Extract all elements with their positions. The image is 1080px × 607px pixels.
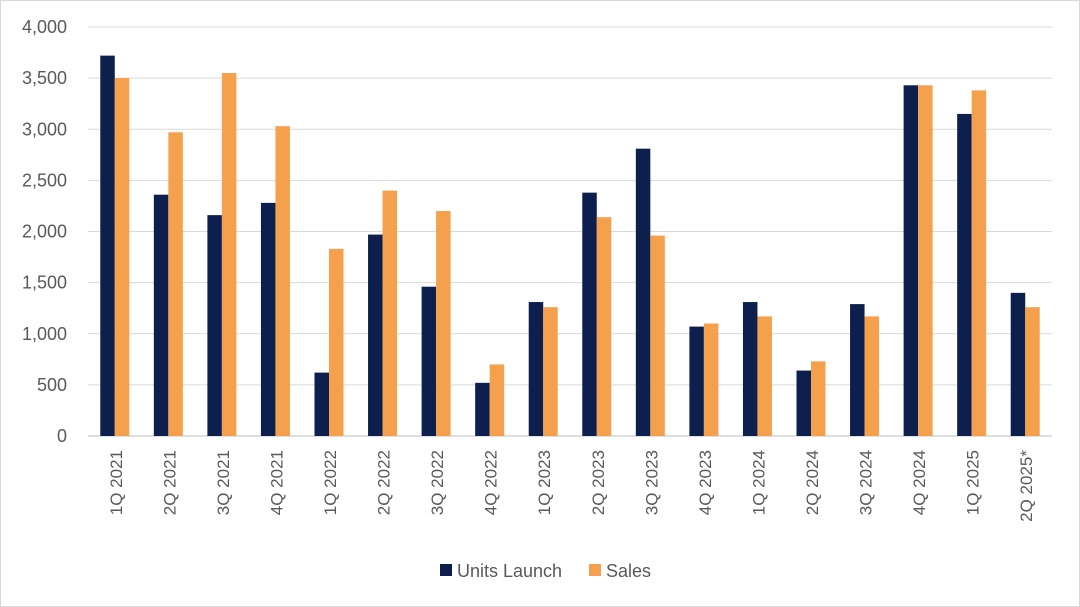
x-tick-label: 1Q 2024 (749, 450, 768, 515)
bar-sales (596, 217, 612, 436)
bar-units-launch (689, 326, 704, 436)
bar-sales (811, 361, 826, 436)
bar-sales (489, 364, 505, 436)
x-tick-label: 1Q 2023 (535, 450, 554, 515)
legend: Units Launch Sales (440, 561, 651, 581)
y-tick-label: 3,000 (22, 119, 67, 139)
bar-units-launch (153, 194, 169, 436)
bar-sales (382, 190, 398, 436)
y-tick-label: 3,500 (22, 68, 67, 88)
bar-units-launch (475, 382, 490, 436)
x-tick-label: 2Q 2023 (589, 450, 608, 515)
x-tick-label: 4Q 2021 (267, 450, 286, 515)
y-axis-tick-labels: 0 500 1,000 1,500 2,000 2,500 3,000 3,500 4,000 (22, 17, 67, 446)
bar-sales (757, 316, 772, 436)
x-axis-tick-labels: 1Q 2021 2Q 2021 3Q 2021 4Q 2021 1Q 2022 2Q 20… (107, 450, 1036, 522)
bar-units-launch (742, 302, 758, 436)
bar-sales (703, 323, 719, 436)
y-tick-label: 0 (57, 426, 67, 446)
legend-swatch (440, 564, 452, 576)
x-tick-label: 2Q 2022 (375, 450, 394, 515)
legend-swatch (589, 564, 601, 576)
x-tick-label: 4Q 2023 (696, 450, 715, 515)
bar-units-launch (100, 55, 115, 436)
bar-units-launch (421, 286, 437, 436)
bar-sales (971, 90, 987, 437)
bar-units-launch (582, 192, 597, 436)
bar-units-launch (1010, 292, 1026, 436)
legend-item-units-launch: Units Launch (440, 561, 562, 581)
bar-sales (864, 316, 880, 436)
bar-units-launch (635, 148, 651, 437)
y-tick-label: 2,500 (22, 170, 67, 190)
x-tick-label: 3Q 2024 (857, 450, 876, 515)
bar-units-launch (850, 304, 865, 436)
bar-units-launch (957, 113, 972, 436)
bar-sales (436, 211, 451, 436)
x-tick-label: 4Q 2022 (482, 450, 501, 515)
legend-label: Sales (606, 561, 651, 581)
legend-label: Units Launch (457, 561, 562, 581)
x-tick-label: 1Q 2025 (964, 450, 983, 515)
bar-units-launch (314, 372, 329, 436)
bars (100, 55, 1040, 437)
x-tick-label: 4Q 2024 (910, 450, 929, 515)
bar-sales (114, 78, 130, 436)
bar-sales (918, 85, 933, 436)
bar-sales (221, 73, 237, 436)
bar-units-launch (903, 85, 919, 436)
x-tick-label: 2Q 2021 (160, 450, 179, 515)
x-tick-label: 3Q 2021 (214, 450, 233, 515)
bar-units-launch (260, 202, 276, 436)
legend-item-sales: Sales (589, 561, 651, 581)
bar-units-launch (368, 234, 383, 436)
x-tick-label: 2Q 2024 (803, 450, 822, 515)
x-tick-label: 3Q 2023 (642, 450, 661, 515)
bar-units-launch (796, 370, 811, 436)
bar-sales (329, 248, 344, 436)
y-tick-label: 500 (37, 375, 67, 395)
y-tick-label: 4,000 (22, 17, 67, 37)
gridlines (88, 26, 1052, 437)
bar-units-launch (528, 302, 544, 436)
bar-units-launch (207, 215, 222, 436)
y-tick-label: 1,500 (22, 273, 67, 293)
bar-sales (543, 307, 558, 436)
y-tick-label: 1,000 (22, 324, 67, 344)
bar-sales (168, 132, 183, 436)
x-tick-label: 1Q 2021 (107, 450, 126, 515)
x-tick-label: 1Q 2022 (321, 450, 340, 515)
bar-sales (650, 235, 665, 436)
x-tick-label: 3Q 2022 (428, 450, 447, 515)
bar-sales (1025, 307, 1040, 436)
x-tick-label: 2Q 2025* (1017, 450, 1036, 522)
bar-sales (275, 126, 290, 437)
y-tick-label: 2,000 (22, 222, 67, 242)
